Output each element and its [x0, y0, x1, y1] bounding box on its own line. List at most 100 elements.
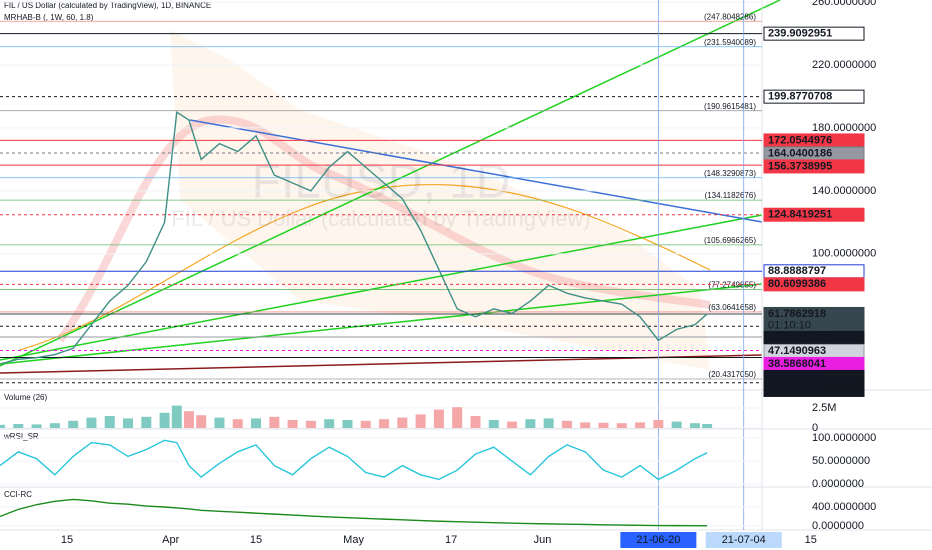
y-tick-label: 0.0000000 [812, 520, 864, 532]
volume-bar [123, 418, 134, 428]
volume-bar [635, 422, 646, 428]
volume-bar [214, 417, 225, 428]
volume-bar [49, 423, 60, 428]
price-label: 172.0544976 [768, 134, 832, 146]
price-label: 88.8888797 [768, 265, 826, 277]
fib-label: (105.6966265) [704, 236, 756, 245]
y-tick-label: 50.0000000 [812, 455, 870, 467]
volume-bar [31, 424, 42, 428]
volume-bar [507, 421, 518, 428]
volume-bar [0, 424, 5, 428]
price-label: 18.0400276 [768, 384, 826, 396]
pane-title: CCI-RC [4, 490, 32, 499]
price-label-box [763, 306, 865, 332]
fib-label: (247.8048286) [704, 12, 756, 21]
volume-bar [580, 422, 591, 428]
volume-bar [104, 416, 115, 428]
y-tick-label: 0 [812, 422, 818, 434]
volume-bar [525, 419, 536, 428]
indicator-title: MRHAB-B (, 1W, 60, 1.8) [4, 13, 94, 22]
y-tick-label: 100.0000000 [812, 248, 876, 260]
volume-bar [452, 407, 463, 428]
volume-bar [561, 420, 572, 428]
fib-label: (231.5940089) [704, 38, 756, 47]
price-label: 61.7862918 [768, 308, 826, 320]
price-label: 124.8419251 [768, 209, 832, 221]
pane-title: Volume (26) [4, 393, 47, 402]
price-label-box [763, 382, 865, 397]
volume-bar [13, 424, 24, 428]
price-label: 53.9757257 [768, 332, 826, 344]
volume-bar [269, 416, 280, 428]
y-tick-label: 140.0000000 [812, 185, 876, 197]
volume-bar [305, 420, 316, 428]
price-label: 164.0400186 [768, 147, 832, 159]
y-tick-label: 400.0000000 [812, 501, 876, 513]
volume-bar [653, 420, 664, 428]
x-tick-label: May [343, 534, 364, 546]
volume-bar [86, 417, 97, 428]
moving-average [19, 183, 711, 351]
date-marker-label: 21-06-20 [636, 534, 680, 546]
date-marker-box [705, 532, 782, 548]
volume-bar [671, 421, 682, 428]
volume-bar [415, 414, 426, 428]
fib-label: (63.0641658) [708, 303, 756, 312]
fib-label: (20.4317050) [708, 370, 756, 379]
price-label-box [763, 207, 865, 222]
volume-bar [379, 419, 390, 428]
pane-title: wRSI_SR [3, 432, 39, 441]
ribbon [56, 115, 711, 343]
trend-line [0, 0, 781, 367]
series-line [0, 110, 708, 365]
volume-bar [196, 415, 207, 428]
trend-line [189, 119, 763, 223]
price-label: 80.6099386 [768, 278, 826, 290]
price-label: 156.3738995 [768, 160, 832, 172]
x-tick-label: Apr [162, 534, 179, 546]
volume-bar [342, 420, 353, 428]
volume-bar [251, 418, 262, 428]
trend-line [0, 214, 763, 361]
chart-title: FIL / US Dollar (calculated by TradingVi… [4, 1, 211, 10]
volume-bar [598, 422, 609, 428]
price-label-box [763, 159, 865, 174]
volume-bar [360, 420, 371, 428]
price-label: 199.8770708 [768, 91, 832, 103]
price-label: 239.9092951 [768, 28, 832, 40]
volume-bar [324, 419, 335, 428]
volume-bar [171, 405, 182, 428]
volume-bar [543, 418, 554, 428]
x-tick-label: 15 [805, 534, 817, 546]
y-tick-label: 100.0000000 [812, 432, 876, 444]
date-marker-box [620, 532, 697, 548]
fib-label: (134.1182676) [705, 191, 757, 200]
volume-bar [488, 420, 499, 428]
watermark: FIL / US Dollar (calculated by TradingVi… [171, 206, 590, 231]
price-label-box [763, 26, 865, 41]
volume-bar [689, 423, 700, 428]
volume-bar [470, 416, 481, 428]
volume-bar [141, 416, 152, 428]
x-tick-label: 15 [61, 534, 73, 546]
x-tick-label: 17 [445, 534, 457, 546]
volume-bar [159, 412, 170, 428]
y-tick-label: 180.0000000 [812, 122, 876, 134]
price-label-box [763, 277, 865, 292]
volume-bar [232, 419, 243, 428]
y-tick-label: 0.0000000 [812, 478, 864, 490]
x-tick-label: Jun [534, 534, 552, 546]
series-line [0, 439, 708, 481]
price-label: 47.1490963 [768, 345, 826, 357]
fib-label: (148.3290873) [704, 169, 756, 178]
volume-bar [68, 420, 79, 428]
fib-label: (190.9615481) [704, 102, 756, 111]
date-marker-label: 21-07-04 [722, 534, 766, 546]
volume-bar [702, 424, 713, 428]
series-line [0, 498, 708, 527]
volume-bar [287, 420, 298, 428]
x-tick-label: 15 [250, 534, 262, 546]
y-tick-label: 260.0000000 [812, 0, 876, 8]
price-label: 38.5868041 [768, 358, 826, 370]
